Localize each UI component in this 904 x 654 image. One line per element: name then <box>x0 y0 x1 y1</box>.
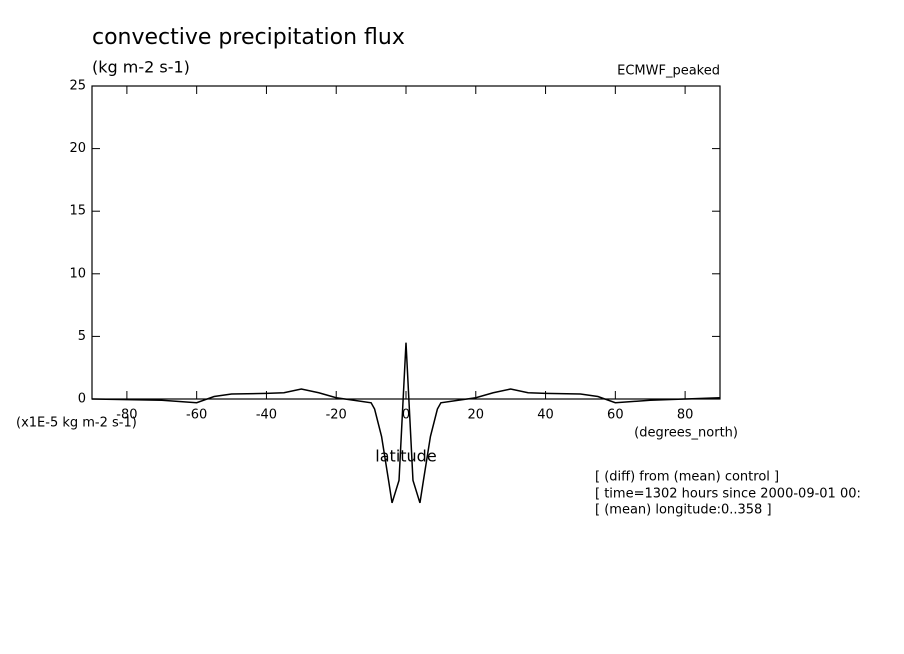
note: [ time=1302 hours since 2000-09-01 00: <box>595 487 861 502</box>
x-unit: (degrees_north) <box>634 426 738 441</box>
y-tick-label: 5 <box>78 329 86 344</box>
x-tick-label: -80 <box>116 408 137 423</box>
x-tick-label: 60 <box>607 408 624 423</box>
x-tick-label: 40 <box>537 408 554 423</box>
x-tick-label: 20 <box>468 408 485 423</box>
x-tick-label: 80 <box>677 408 694 423</box>
chart-title: convective precipitation flux <box>92 25 405 50</box>
dataset-label: ECMWF_peaked <box>617 64 720 79</box>
note: [ (diff) from (mean) control ] <box>595 470 779 485</box>
chart-subtitle: (kg m-2 s-1) <box>92 58 190 77</box>
x-tick-label: -40 <box>256 408 277 423</box>
x-tick-label: -60 <box>186 408 207 423</box>
y-tick-label: 25 <box>69 79 86 94</box>
y-tick-label: 10 <box>69 266 86 281</box>
x-tick-label: -20 <box>326 408 347 423</box>
y-axis-label: (x1E-5 kg m-2 s-1) <box>16 416 137 431</box>
y-tick-label: 0 <box>78 392 86 407</box>
data-line <box>91 342 721 504</box>
note: [ (mean) longitude:0..358 ] <box>595 503 772 518</box>
x-tick-label: 0 <box>402 408 410 423</box>
y-tick-label: 20 <box>69 141 86 156</box>
x-axis-label: latitude <box>375 447 436 466</box>
y-tick-label: 15 <box>69 204 86 219</box>
